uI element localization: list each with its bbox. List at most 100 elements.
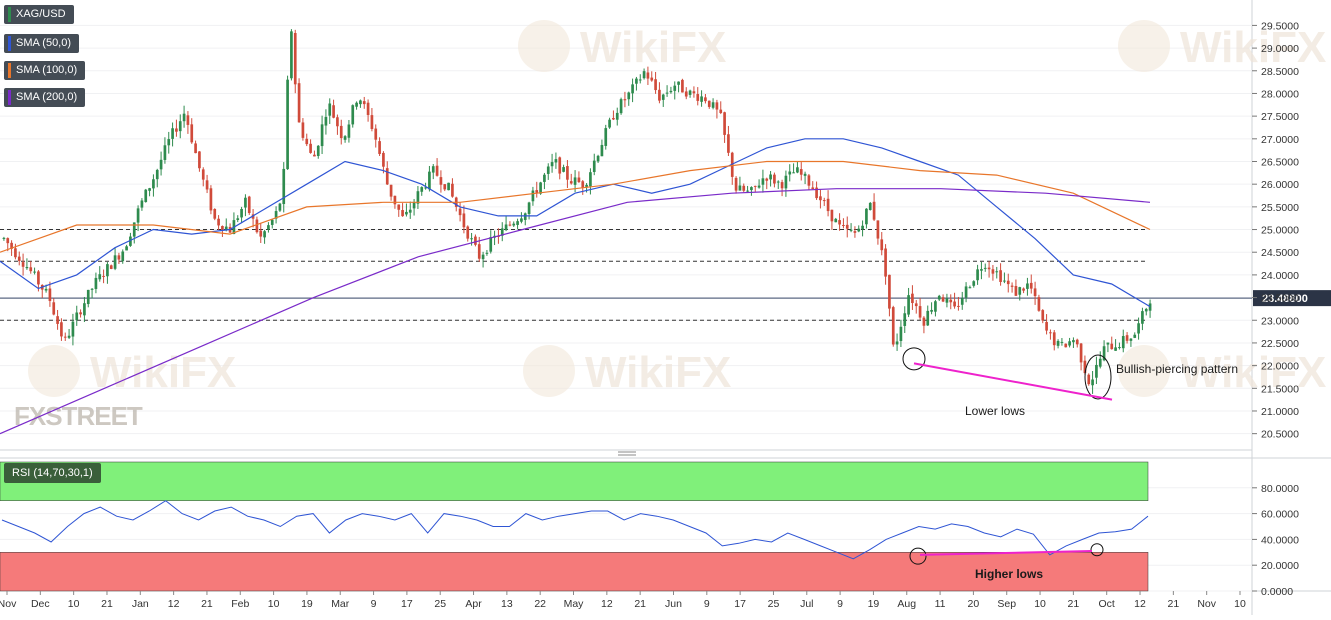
candle-body — [550, 162, 554, 167]
higher-lows-label: Higher lows — [975, 567, 1043, 581]
legend-sma100[interactable]: SMA (100,0) — [4, 61, 86, 80]
legend-sma50-label: SMA (50,0) — [16, 37, 72, 49]
candle-body — [612, 117, 615, 120]
x-tick-label: Mar — [331, 598, 350, 610]
candle-body — [98, 274, 102, 280]
candle-body — [75, 312, 79, 321]
candle-body — [903, 313, 907, 326]
candle-body — [807, 175, 811, 186]
y-tick-label: 23.5000 — [1261, 293, 1299, 305]
legend-sma50[interactable]: SMA (50,0) — [4, 34, 80, 53]
y-tick-label: 21.5000 — [1261, 383, 1299, 395]
candle-body — [838, 220, 841, 225]
candle-body — [155, 169, 159, 180]
watermark-text: WikiFX — [585, 348, 731, 397]
candle-body — [727, 134, 730, 153]
candle-body — [270, 219, 274, 225]
candle-body — [750, 187, 753, 191]
watermark-text: WikiFX — [580, 23, 726, 72]
candle-body — [945, 298, 949, 303]
rsi-line — [1, 500, 1149, 560]
bullish-pattern-label: Bullish-piercing pattern — [1116, 362, 1238, 376]
candle-body — [56, 316, 59, 324]
candle-body — [171, 128, 174, 139]
candle-body — [378, 141, 381, 154]
candle-body — [431, 166, 435, 173]
last-price-badge — [1253, 290, 1331, 307]
candle-body — [293, 32, 297, 85]
y-tick-label: 29.5000 — [1261, 20, 1299, 32]
candle-body — [1052, 332, 1056, 346]
watermark-logo-icon — [518, 20, 570, 72]
candle-body — [113, 255, 117, 269]
candle-body — [1006, 280, 1010, 285]
candle-body — [792, 172, 795, 174]
legend-symbol[interactable]: XAG/USD — [4, 5, 74, 24]
candle-body — [934, 301, 937, 312]
candle-body — [71, 321, 75, 337]
candle-body — [1056, 340, 1060, 346]
legend-sma200[interactable]: SMA (200,0) — [4, 88, 86, 107]
candle-body — [980, 269, 983, 271]
candle-body — [278, 203, 282, 211]
higher-lows-trendline — [919, 550, 1093, 556]
candle-body — [543, 174, 546, 182]
candle-body — [286, 79, 289, 170]
candle-body — [914, 303, 918, 307]
candle-body — [646, 72, 650, 79]
candle-body — [159, 159, 163, 170]
panel-resize-handle[interactable] — [618, 451, 636, 456]
candle-body — [566, 166, 569, 180]
candle-body — [765, 178, 769, 181]
candle-body — [1018, 287, 1022, 295]
candle-body — [991, 269, 995, 274]
low-marker-ellipse — [1084, 354, 1112, 400]
candle-body — [102, 275, 105, 277]
candle-body — [535, 190, 539, 193]
candle-body — [29, 267, 33, 272]
candle-body — [263, 231, 266, 238]
candle-body — [247, 196, 251, 214]
candle-body — [186, 115, 190, 125]
candle-body — [1129, 338, 1133, 341]
candle-body — [182, 113, 186, 122]
y-tick-label: 27.0000 — [1261, 134, 1299, 146]
candle-body — [1137, 323, 1140, 334]
x-tick-label: 10 — [1034, 598, 1046, 610]
candle-body — [33, 271, 36, 273]
y-tick-label: 29.0000 — [1261, 43, 1299, 55]
candle-body — [439, 177, 443, 185]
candle-body — [615, 112, 619, 120]
candle-body — [443, 184, 447, 190]
candle-body — [86, 289, 90, 305]
candle-body — [1075, 339, 1079, 345]
rsi-overbought-zone — [0, 461, 1149, 501]
watermark-text: WikiFX — [1180, 23, 1326, 72]
candle-body — [67, 335, 71, 338]
candle-body — [577, 177, 581, 183]
candle-body — [815, 187, 818, 199]
candle-body — [332, 105, 335, 118]
candle-body — [673, 85, 677, 91]
candle-body — [888, 274, 891, 309]
candle-body — [17, 256, 21, 261]
candle-body — [435, 165, 439, 176]
candle-body — [21, 262, 25, 267]
candle-body — [136, 208, 140, 223]
candle-body — [1037, 297, 1041, 311]
candle-body — [976, 269, 979, 281]
candle-body — [826, 198, 830, 212]
legend-rsi[interactable]: RSI (14,70,30,1) — [4, 463, 101, 483]
candle-body — [129, 236, 132, 246]
candle-body — [148, 188, 151, 191]
sma100-swatch — [8, 63, 11, 78]
symbol-swatch — [8, 7, 11, 22]
candle-body — [504, 224, 508, 231]
x-tick-label: 10 — [68, 598, 80, 610]
candle-body — [194, 143, 197, 154]
x-tick-label: 25 — [434, 598, 446, 610]
y-tick-label: 26.0000 — [1261, 179, 1299, 191]
candle-body — [872, 201, 876, 220]
